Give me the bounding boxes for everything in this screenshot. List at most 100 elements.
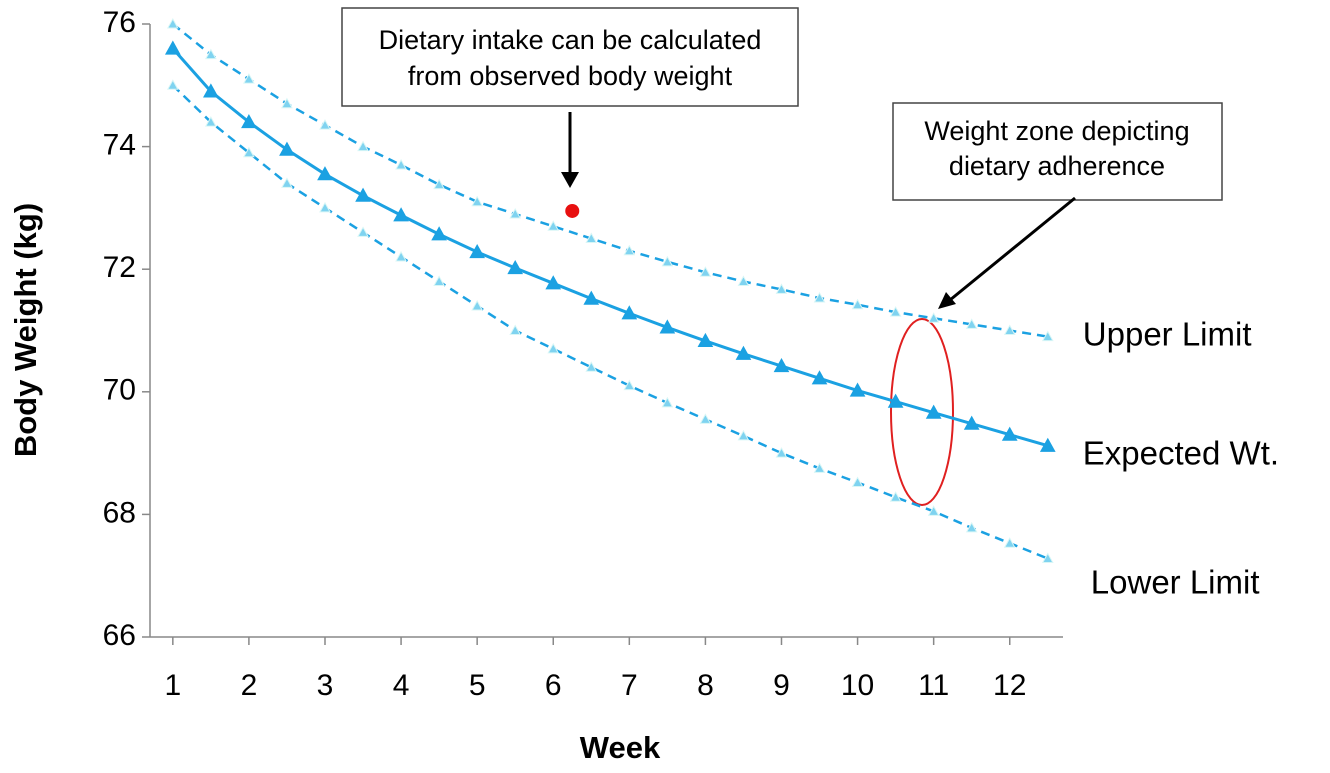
- point-marker: [357, 140, 369, 152]
- point-marker: [547, 220, 560, 231]
- point-marker: [395, 158, 407, 170]
- point-marker: [585, 361, 598, 372]
- point-marker: [1001, 426, 1018, 441]
- point-marker: [775, 447, 788, 458]
- point-marker: [507, 259, 524, 275]
- point-marker: [849, 382, 866, 397]
- point-marker: [889, 491, 902, 502]
- x-axis-title: Week: [580, 730, 661, 765]
- series-line: [171, 47, 1049, 448]
- point-marker: [965, 521, 978, 533]
- x-tick-label: 12: [993, 669, 1026, 702]
- point-marker: [395, 250, 407, 262]
- annotation-box: [341, 7, 799, 107]
- series-label: Upper Limit: [1083, 315, 1252, 352]
- y-tick-label: 72: [103, 251, 136, 284]
- point-marker: [547, 342, 560, 354]
- point-marker: [1003, 324, 1016, 335]
- point-marker: [166, 79, 179, 90]
- point-marker: [927, 312, 940, 323]
- y-tick-label: 70: [103, 374, 136, 407]
- point-marker: [1003, 537, 1016, 548]
- point-marker: [925, 404, 942, 419]
- point-marker: [509, 208, 522, 219]
- arrow-head: [938, 292, 956, 309]
- point-marker: [697, 332, 714, 348]
- point-marker: [431, 226, 447, 241]
- point-marker: [621, 305, 638, 320]
- point-marker: [319, 119, 331, 130]
- series-line: [171, 84, 1049, 560]
- x-tick-label: 8: [697, 669, 714, 702]
- point-marker: [433, 178, 445, 190]
- x-tick-label: 7: [621, 669, 638, 702]
- y-axis-title: Body Weight (kg): [8, 203, 43, 457]
- point-marker: [241, 114, 257, 129]
- point-marker: [469, 244, 486, 259]
- point-marker: [243, 146, 255, 158]
- y-tick-label: 74: [103, 129, 136, 162]
- point-marker: [661, 396, 674, 408]
- annotation-text: dietary adherence: [949, 151, 1165, 181]
- point-marker: [319, 201, 331, 213]
- point-marker: [963, 415, 980, 430]
- point-marker: [243, 73, 255, 84]
- point-marker: [623, 379, 636, 391]
- point-marker: [509, 324, 522, 335]
- point-marker: [166, 17, 179, 29]
- point-marker: [281, 97, 293, 109]
- x-tick-label: 3: [317, 669, 334, 702]
- point-marker: [851, 476, 864, 488]
- arrow: [949, 196, 1076, 302]
- point-marker: [205, 48, 217, 60]
- point-marker: [164, 40, 181, 55]
- point-marker: [813, 462, 826, 473]
- y-tick-label: 68: [103, 496, 136, 529]
- point-marker: [393, 207, 409, 222]
- point-marker: [433, 275, 445, 286]
- point-marker: [545, 275, 562, 290]
- point-marker: [811, 370, 828, 385]
- x-tick-label: 9: [773, 669, 790, 702]
- point-marker: [737, 275, 750, 286]
- arrow-head: [561, 172, 579, 188]
- point-marker: [585, 232, 598, 244]
- zone-ellipse: [890, 318, 954, 506]
- point-marker: [281, 177, 293, 188]
- x-tick-label: 6: [545, 669, 562, 702]
- y-tick-label: 76: [103, 6, 136, 39]
- series-label: Expected Wt.: [1083, 434, 1279, 471]
- point-marker: [317, 166, 333, 181]
- point-marker: [583, 290, 600, 305]
- observed-point: [565, 203, 580, 218]
- x-tick-label: 2: [241, 669, 258, 702]
- point-marker: [659, 319, 676, 334]
- x-tick-label: 1: [164, 669, 181, 702]
- point-marker: [887, 393, 904, 408]
- point-marker: [355, 187, 371, 202]
- x-tick-label: 4: [393, 669, 410, 702]
- point-marker: [203, 83, 219, 98]
- point-marker: [775, 283, 788, 294]
- point-marker: [471, 299, 484, 311]
- point-marker: [1041, 330, 1054, 342]
- point-marker: [851, 298, 864, 310]
- annotation-text: Dietary intake can be calculated: [379, 25, 762, 55]
- annotation-box: [892, 102, 1223, 201]
- x-tick-label: 11: [918, 669, 949, 702]
- series-label: Lower Limit: [1091, 563, 1260, 600]
- point-marker: [1039, 437, 1056, 452]
- point-marker: [735, 345, 752, 360]
- point-marker: [357, 226, 369, 237]
- point-marker: [965, 318, 978, 329]
- point-marker: [661, 255, 674, 267]
- y-tick-label: 66: [103, 619, 136, 652]
- annotation-text: from observed body weight: [408, 61, 733, 91]
- point-marker: [927, 505, 940, 516]
- x-tick-label: 10: [841, 669, 874, 702]
- point-marker: [889, 306, 902, 317]
- point-marker: [699, 266, 712, 277]
- x-tick-label: 5: [469, 669, 486, 702]
- point-marker: [623, 244, 636, 256]
